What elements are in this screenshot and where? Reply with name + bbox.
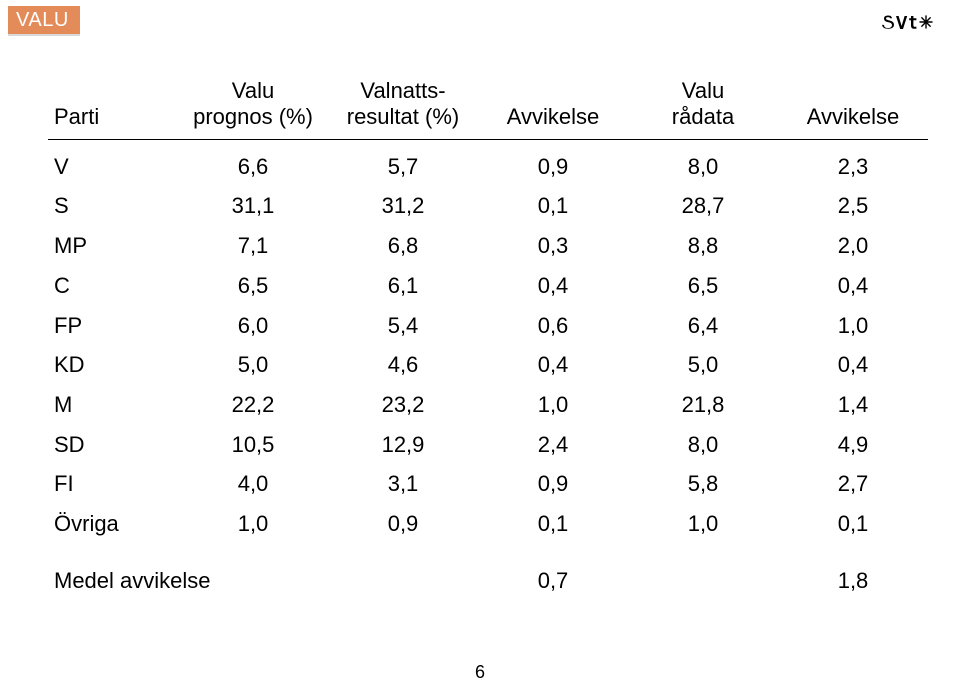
cell-radata: 1,0: [628, 504, 778, 544]
cell-parti: S: [48, 186, 178, 226]
cell-prognos: 31,1: [178, 186, 328, 226]
cell-valnatts: 0,9: [328, 504, 478, 544]
cell-parti: C: [48, 266, 178, 306]
cell-prognos: 5,0: [178, 345, 328, 385]
cell-valnatts: 31,2: [328, 186, 478, 226]
summary-label: Medel avvikelse: [48, 544, 328, 601]
table-row: MP 7,1 6,8 0,3 8,8 2,0: [48, 226, 928, 266]
cell-valnatts: 6,8: [328, 226, 478, 266]
cell-avvikelse-2: 2,7: [778, 464, 928, 504]
cell-prognos: 22,2: [178, 385, 328, 425]
cell-prognos: 1,0: [178, 504, 328, 544]
cell-avvikelse-1: 0,4: [478, 345, 628, 385]
table-row: FI 4,0 3,1 0,9 5,8 2,7: [48, 464, 928, 504]
cell-prognos: 6,0: [178, 306, 328, 346]
table-body: V 6,6 5,7 0,9 8,0 2,3 S 31,1 31,2 0,1 28…: [48, 139, 928, 543]
cell-avvikelse-1: 1,0: [478, 385, 628, 425]
cell-prognos: 4,0: [178, 464, 328, 504]
table-row: V 6,6 5,7 0,9 8,0 2,3: [48, 139, 928, 186]
cell-prognos: 6,5: [178, 266, 328, 306]
col-header-valnatts: Valnatts- resultat (%): [328, 78, 478, 139]
cell-avvikelse-2: 4,9: [778, 425, 928, 465]
cell-avvikelse-2: 1,0: [778, 306, 928, 346]
cell-valnatts: 4,6: [328, 345, 478, 385]
cell-prognos: 10,5: [178, 425, 328, 465]
summary-avvikelse-1: 0,7: [478, 544, 628, 601]
summary-empty: [328, 544, 478, 601]
svt-logo: [880, 8, 936, 36]
col-header-line2: Avvikelse: [784, 104, 922, 130]
cell-radata: 8,0: [628, 425, 778, 465]
cell-valnatts: 23,2: [328, 385, 478, 425]
col-header-line1: Valnatts-: [334, 78, 472, 104]
col-header-line2: prognos (%): [184, 104, 322, 130]
cell-radata: 6,4: [628, 306, 778, 346]
cell-parti: V: [48, 139, 178, 186]
cell-avvikelse-2: 2,0: [778, 226, 928, 266]
col-header-prognos: Valu prognos (%): [178, 78, 328, 139]
cell-radata: 28,7: [628, 186, 778, 226]
col-header-radata: Valu rådata: [628, 78, 778, 139]
table-row: Övriga 1,0 0,9 0,1 1,0 0,1: [48, 504, 928, 544]
data-table-wrap: Parti Valu prognos (%) Valnatts- resulta…: [48, 78, 928, 600]
cell-parti: FP: [48, 306, 178, 346]
table-row: SD 10,5 12,9 2,4 8,0 4,9: [48, 425, 928, 465]
cell-valnatts: 12,9: [328, 425, 478, 465]
cell-avvikelse-2: 0,1: [778, 504, 928, 544]
col-header-line2: resultat (%): [334, 104, 472, 130]
data-table: Parti Valu prognos (%) Valnatts- resulta…: [48, 78, 928, 600]
valu-badge: VALU: [8, 6, 80, 36]
cell-valnatts: 5,7: [328, 139, 478, 186]
cell-radata: 5,0: [628, 345, 778, 385]
col-header-line2: rådata: [634, 104, 772, 130]
table-summary: Medel avvikelse 0,7 1,8: [48, 544, 928, 601]
cell-radata: 6,5: [628, 266, 778, 306]
table-row: S 31,1 31,2 0,1 28,7 2,5: [48, 186, 928, 226]
col-header-line2: Parti: [54, 104, 172, 130]
summary-empty: [628, 544, 778, 601]
summary-avvikelse-2: 1,8: [778, 544, 928, 601]
cell-avvikelse-1: 0,1: [478, 186, 628, 226]
col-header-line1: Valu: [634, 78, 772, 104]
col-header-avvikelse-2: Avvikelse: [778, 78, 928, 139]
col-header-line1: Valu: [184, 78, 322, 104]
cell-avvikelse-1: 0,9: [478, 139, 628, 186]
col-header-line2: Avvikelse: [484, 104, 622, 130]
table-row: FP 6,0 5,4 0,6 6,4 1,0: [48, 306, 928, 346]
cell-parti: KD: [48, 345, 178, 385]
cell-radata: 5,8: [628, 464, 778, 504]
cell-avvikelse-1: 2,4: [478, 425, 628, 465]
cell-avvikelse-1: 0,3: [478, 226, 628, 266]
table-row: KD 5,0 4,6 0,4 5,0 0,4: [48, 345, 928, 385]
cell-radata: 21,8: [628, 385, 778, 425]
cell-valnatts: 5,4: [328, 306, 478, 346]
cell-radata: 8,8: [628, 226, 778, 266]
cell-valnatts: 6,1: [328, 266, 478, 306]
cell-parti: M: [48, 385, 178, 425]
col-header-avvikelse-1: Avvikelse: [478, 78, 628, 139]
page: VALU: [0, 0, 960, 697]
cell-avvikelse-2: 2,3: [778, 139, 928, 186]
table-header: Parti Valu prognos (%) Valnatts- resulta…: [48, 78, 928, 139]
cell-prognos: 7,1: [178, 226, 328, 266]
cell-parti: FI: [48, 464, 178, 504]
cell-parti: MP: [48, 226, 178, 266]
cell-parti: SD: [48, 425, 178, 465]
cell-avvikelse-2: 2,5: [778, 186, 928, 226]
table-row: M 22,2 23,2 1,0 21,8 1,4: [48, 385, 928, 425]
cell-avvikelse-1: 0,9: [478, 464, 628, 504]
page-number: 6: [0, 662, 960, 683]
cell-radata: 8,0: [628, 139, 778, 186]
cell-valnatts: 3,1: [328, 464, 478, 504]
cell-avvikelse-1: 0,4: [478, 266, 628, 306]
cell-avvikelse-1: 0,6: [478, 306, 628, 346]
cell-prognos: 6,6: [178, 139, 328, 186]
cell-avvikelse-1: 0,1: [478, 504, 628, 544]
col-header-parti: Parti: [48, 78, 178, 139]
cell-avvikelse-2: 1,4: [778, 385, 928, 425]
cell-avvikelse-2: 0,4: [778, 345, 928, 385]
table-row: C 6,5 6,1 0,4 6,5 0,4: [48, 266, 928, 306]
cell-parti: Övriga: [48, 504, 178, 544]
cell-avvikelse-2: 0,4: [778, 266, 928, 306]
